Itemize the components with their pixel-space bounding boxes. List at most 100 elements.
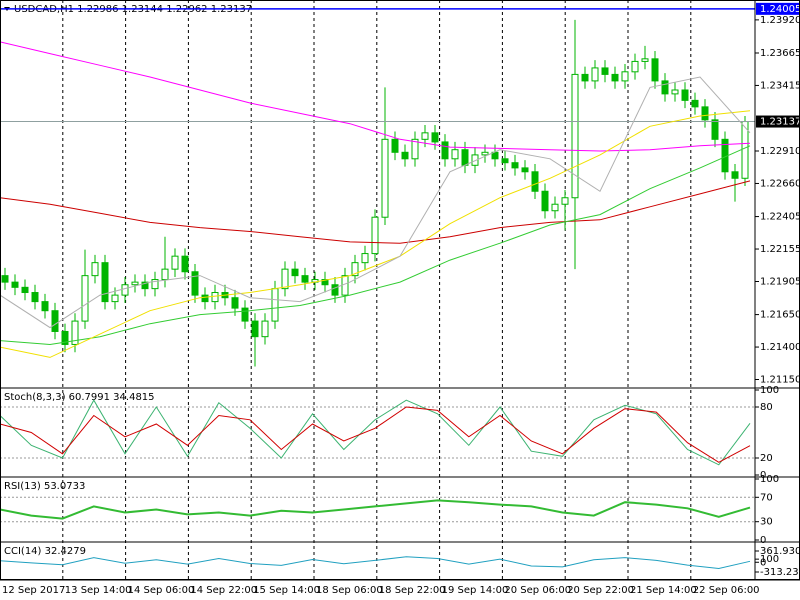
indicator-line	[0, 556, 751, 570]
x-tick-label: 19 Sep 14:00	[442, 585, 509, 596]
candle-body	[331, 284, 339, 296]
candle-body	[121, 284, 129, 296]
candle-body	[661, 80, 669, 95]
y-tick-label: 80	[760, 402, 773, 413]
y-tick-label: 100	[760, 474, 779, 485]
indicator-line	[0, 399, 751, 466]
candle-body	[371, 216, 379, 255]
candle-body	[61, 330, 69, 345]
candle-body	[651, 58, 659, 82]
candle-body	[411, 138, 419, 160]
panel-title: CCI(14) 32.4279	[4, 546, 86, 557]
candle-body	[21, 286, 29, 294]
candle-body	[321, 279, 329, 286]
candle-body	[251, 320, 259, 338]
indicator-line	[0, 76, 751, 329]
candle-body	[641, 58, 649, 62]
x-tick-label: 20 Sep 22:00	[567, 585, 634, 596]
candle-body	[431, 132, 439, 143]
candle-body	[611, 73, 619, 82]
y-tick-label: 1.22405	[760, 212, 800, 223]
candle-body	[631, 60, 639, 73]
candle-body	[681, 89, 689, 101]
y-tick-label: 361.9305	[760, 546, 800, 557]
candle-body	[181, 255, 189, 273]
y-tick-label: 1.21150	[760, 375, 800, 386]
candle-body	[291, 268, 299, 277]
y-tick-label: -313.2304	[760, 567, 800, 578]
candle-body	[211, 292, 219, 303]
candle-body	[361, 253, 369, 264]
candle-body	[521, 167, 529, 173]
candle-body	[401, 151, 409, 160]
candle-body	[671, 89, 679, 95]
y-tick-label: 1.22910	[760, 146, 800, 157]
x-tick-label: 12 Sep 2017	[2, 585, 65, 596]
candle-body	[551, 203, 559, 212]
candle-body	[541, 190, 549, 212]
candle-body	[391, 138, 399, 153]
indicator-line	[0, 180, 751, 244]
candle-body	[351, 262, 359, 277]
x-tick-label: 18 Sep 22:00	[379, 585, 446, 596]
candle-body	[141, 281, 149, 290]
y-tick-label: 100	[760, 385, 779, 396]
candle-body	[281, 268, 289, 290]
price-level-box	[756, 2, 800, 15]
y-tick-label: 100	[760, 554, 779, 565]
y-tick-label: 1.23920	[760, 15, 800, 26]
x-tick-label: 18 Sep 06:00	[316, 585, 383, 596]
candle-body	[531, 171, 539, 192]
candle-body	[731, 171, 739, 179]
candle-body	[451, 149, 459, 160]
x-tick-label: 15 Sep 14:00	[253, 585, 320, 596]
candle-body	[461, 149, 469, 166]
y-tick-label: 0	[760, 535, 766, 546]
candle-body	[511, 162, 519, 169]
candle-body	[11, 281, 19, 288]
candle-body	[601, 67, 609, 75]
candle-body	[711, 119, 719, 140]
candle-body	[571, 73, 579, 199]
y-tick-label: 1.21905	[760, 276, 800, 287]
x-tick-label: 14 Sep 06:00	[128, 585, 195, 596]
candle-body	[111, 294, 119, 303]
candle-body	[161, 268, 169, 281]
candle-body	[561, 197, 569, 205]
panel-title: Stoch(8,3,3) 60.7991 34.4815	[4, 392, 155, 403]
y-tick-label: 0	[760, 557, 766, 568]
candle-body	[101, 262, 109, 303]
candle-body	[471, 154, 479, 166]
candle-body	[201, 294, 209, 303]
candle-body	[41, 301, 49, 312]
x-tick-label: 13 Sep 14:00	[65, 585, 132, 596]
candle-body	[191, 271, 199, 296]
candle-body	[171, 255, 179, 270]
candle-body	[501, 158, 509, 164]
candle-body	[691, 99, 699, 108]
y-tick-label: 1.23665	[760, 48, 800, 59]
y-tick-label: 0	[760, 470, 766, 481]
candle-body	[91, 262, 99, 277]
indicator-line	[0, 145, 751, 346]
candle-body	[31, 292, 39, 303]
x-tick-label: 20 Sep 06:00	[504, 585, 571, 596]
candle-body	[481, 151, 489, 156]
candle-body	[261, 320, 269, 338]
candle-body	[441, 141, 449, 160]
y-tick-label: 30	[760, 517, 773, 528]
candle-body	[271, 288, 279, 322]
bid-label: 1.23137	[760, 117, 800, 128]
x-tick-label: 22 Sep 06:00	[693, 585, 760, 596]
candle-body	[581, 73, 589, 82]
candle-body	[151, 279, 159, 290]
indicator-line	[0, 406, 751, 463]
y-tick-label: 1.22660	[760, 178, 800, 189]
y-tick-label: 20	[760, 453, 773, 464]
y-tick-label: 1.21400	[760, 342, 800, 353]
candle-body	[71, 320, 79, 345]
candle-body	[621, 71, 629, 82]
candle-body	[231, 297, 239, 309]
